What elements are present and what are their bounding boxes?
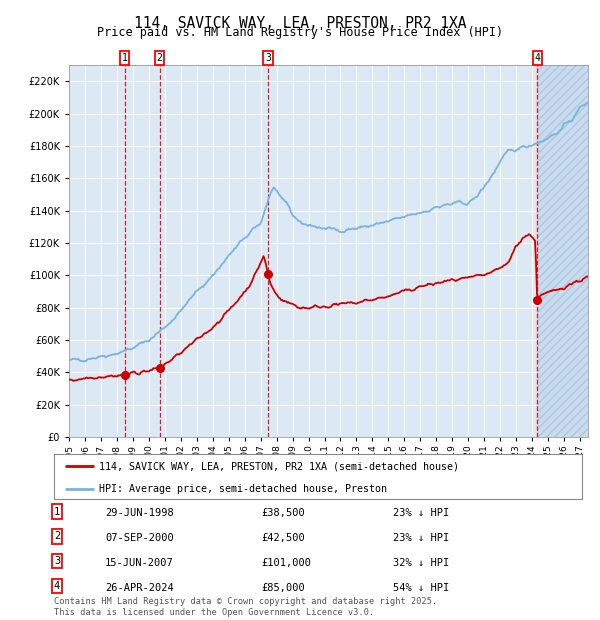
Text: 1: 1 — [122, 53, 128, 63]
Text: HPI: Average price, semi-detached house, Preston: HPI: Average price, semi-detached house,… — [99, 484, 387, 494]
Text: 114, SAVICK WAY, LEA, PRESTON, PR2 1XA (semi-detached house): 114, SAVICK WAY, LEA, PRESTON, PR2 1XA (… — [99, 461, 459, 471]
Text: 4: 4 — [534, 53, 540, 63]
Text: 29-JUN-1998: 29-JUN-1998 — [105, 508, 174, 518]
Text: 32% ↓ HPI: 32% ↓ HPI — [393, 558, 449, 568]
Bar — [537, 65, 588, 437]
Text: £38,500: £38,500 — [261, 508, 305, 518]
Text: 2: 2 — [157, 53, 163, 63]
Text: Contains HM Land Registry data © Crown copyright and database right 2025.
This d: Contains HM Land Registry data © Crown c… — [54, 598, 437, 617]
Text: 07-SEP-2000: 07-SEP-2000 — [105, 533, 174, 543]
Text: 54% ↓ HPI: 54% ↓ HPI — [393, 583, 449, 593]
Text: 3: 3 — [265, 53, 271, 63]
Text: 114, SAVICK WAY, LEA, PRESTON, PR2 1XA: 114, SAVICK WAY, LEA, PRESTON, PR2 1XA — [134, 16, 466, 30]
Text: 15-JUN-2007: 15-JUN-2007 — [105, 558, 174, 568]
Text: Price paid vs. HM Land Registry's House Price Index (HPI): Price paid vs. HM Land Registry's House … — [97, 26, 503, 39]
Text: 26-APR-2024: 26-APR-2024 — [105, 583, 174, 593]
Text: £85,000: £85,000 — [261, 583, 305, 593]
Text: 3: 3 — [54, 556, 60, 566]
Text: £101,000: £101,000 — [261, 558, 311, 568]
Text: 2: 2 — [54, 531, 60, 541]
Text: 23% ↓ HPI: 23% ↓ HPI — [393, 533, 449, 543]
Bar — [537, 65, 588, 437]
Text: 23% ↓ HPI: 23% ↓ HPI — [393, 508, 449, 518]
Text: 4: 4 — [54, 581, 60, 591]
Text: £42,500: £42,500 — [261, 533, 305, 543]
Text: 1: 1 — [54, 507, 60, 516]
